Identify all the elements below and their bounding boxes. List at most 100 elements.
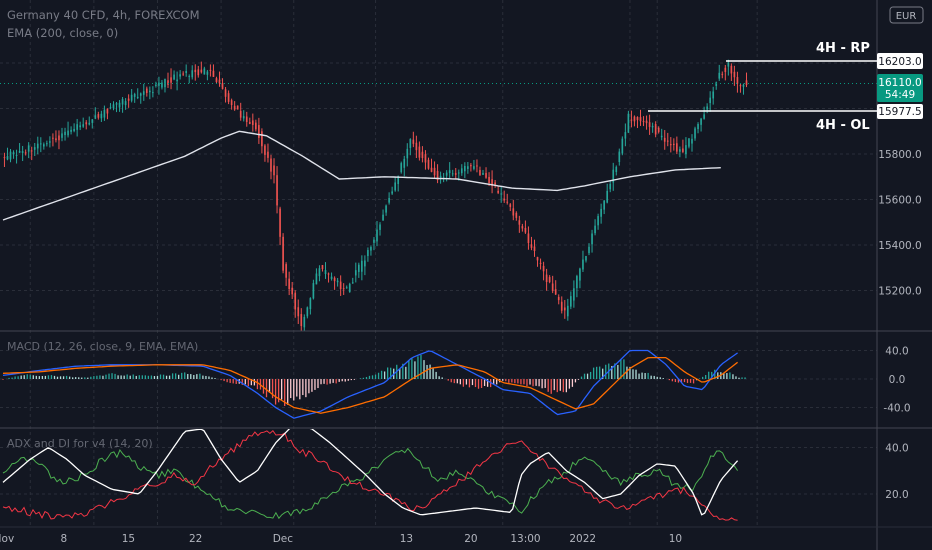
candle-body bbox=[391, 191, 393, 194]
candle-body bbox=[27, 145, 30, 152]
price-tick-label: 15600.0 bbox=[878, 195, 921, 207]
price-scale[interactable]: 15200.0 15400.0 15600.0 15800.0 40.0 0.0 -40.0… bbox=[878, 149, 921, 501]
candle-body bbox=[509, 204, 512, 207]
candle-body bbox=[654, 124, 657, 135]
candle-body bbox=[527, 233, 530, 244]
candle-body bbox=[315, 273, 318, 285]
symbol-legend[interactable]: Germany 40 CFD, 4h, FOREXCOM bbox=[7, 8, 200, 22]
candle-body bbox=[500, 193, 503, 195]
price-tick-label: 15800.0 bbox=[878, 149, 921, 161]
candle-body bbox=[288, 278, 290, 289]
adx-lines bbox=[2, 429, 739, 521]
candle-body bbox=[742, 84, 745, 87]
candle-body bbox=[703, 114, 705, 119]
candle-body bbox=[409, 139, 412, 148]
macd-legend[interactable]: MACD (12, 26, close, 9, EMA, EMA) bbox=[7, 340, 198, 353]
candle-body bbox=[330, 276, 333, 279]
ema-legend[interactable]: EMA (200, close, 0) bbox=[7, 26, 118, 40]
adx-legend[interactable]: ADX and DI for v4 (14, 20) bbox=[7, 437, 153, 450]
candle-body bbox=[588, 246, 590, 254]
candle-body bbox=[421, 151, 424, 159]
currency-button[interactable]: EUR bbox=[889, 6, 924, 24]
candle-body bbox=[36, 143, 39, 149]
candle-body bbox=[227, 93, 230, 102]
candle-body bbox=[536, 257, 539, 261]
candle-body bbox=[127, 98, 130, 101]
candle-body bbox=[379, 224, 381, 230]
candle-body bbox=[388, 197, 390, 203]
candle-body bbox=[373, 239, 375, 243]
rp-price-tag-value: 16203.0 bbox=[878, 56, 921, 68]
candle-body bbox=[309, 298, 312, 310]
rp-price-tag-box bbox=[877, 53, 923, 69]
adx-pane[interactable] bbox=[2, 424, 739, 521]
currency-button-box bbox=[889, 6, 924, 24]
candle-body bbox=[524, 227, 527, 233]
candle-body bbox=[24, 152, 27, 154]
candle-body bbox=[724, 67, 727, 72]
candle-body bbox=[70, 129, 72, 132]
price-pane[interactable] bbox=[0, 59, 877, 332]
candle-body bbox=[700, 118, 702, 125]
candle-body bbox=[551, 283, 554, 291]
candle-body bbox=[603, 200, 605, 210]
candle-body bbox=[218, 79, 221, 84]
candle-body bbox=[327, 273, 330, 275]
candle-body bbox=[418, 146, 421, 158]
candle-body bbox=[597, 216, 599, 226]
candle-body bbox=[203, 68, 206, 75]
candle-body bbox=[64, 131, 66, 136]
candle-body bbox=[176, 79, 178, 82]
candle-body bbox=[512, 208, 515, 216]
macd-tick-label: 40.0 bbox=[885, 346, 908, 358]
candle-body bbox=[12, 152, 15, 155]
candle-body bbox=[149, 90, 151, 93]
time-tick-label: 13 bbox=[400, 533, 413, 545]
candle-body bbox=[457, 172, 460, 174]
candle-body bbox=[33, 147, 36, 150]
candle-body bbox=[709, 97, 711, 103]
candle-body bbox=[485, 172, 487, 178]
candle-body bbox=[188, 76, 191, 78]
current-price-tag: 16110.0 54:49 bbox=[877, 74, 923, 102]
candle-body bbox=[676, 143, 678, 152]
candle-body bbox=[39, 143, 42, 145]
ema-200-line bbox=[2, 130, 721, 221]
candle-body bbox=[394, 182, 397, 191]
candle-body bbox=[282, 236, 284, 271]
candle-body bbox=[600, 208, 602, 217]
candle-body bbox=[52, 137, 54, 139]
level-rp[interactable]: 4H - RP bbox=[726, 41, 877, 62]
candle-body bbox=[61, 133, 63, 138]
di-plus-line bbox=[2, 447, 739, 520]
candle-body bbox=[669, 144, 672, 146]
candle-body bbox=[400, 163, 403, 173]
candle-body bbox=[463, 165, 466, 172]
candle-body bbox=[576, 276, 578, 289]
candle-body bbox=[539, 262, 542, 264]
candle-body bbox=[133, 93, 136, 97]
candle-body bbox=[560, 301, 563, 311]
macd-pane[interactable] bbox=[2, 349, 746, 419]
candle-body bbox=[79, 125, 82, 128]
candle-body bbox=[542, 265, 545, 272]
time-axis[interactable]: Nov 8 15 22 Dec 13 20 13:00 2022 10 bbox=[0, 533, 682, 545]
candle-body bbox=[67, 130, 69, 136]
candle-body bbox=[303, 317, 306, 328]
candle-body bbox=[236, 105, 239, 110]
adx-tick-label: 40.0 bbox=[885, 443, 908, 455]
candle-body bbox=[736, 77, 739, 84]
candle-body bbox=[221, 83, 224, 90]
candle-body bbox=[361, 260, 363, 272]
macd-tick-label: 0.0 bbox=[889, 374, 906, 386]
candle-body bbox=[545, 274, 548, 282]
candle-body bbox=[370, 247, 372, 251]
candle-body bbox=[582, 259, 584, 270]
level-ol[interactable]: 4H - OL bbox=[648, 110, 877, 133]
candle-body bbox=[733, 71, 736, 78]
candle-body bbox=[672, 143, 675, 145]
candle-body bbox=[639, 117, 642, 122]
candle-body bbox=[473, 166, 475, 169]
candle-body bbox=[152, 92, 154, 94]
